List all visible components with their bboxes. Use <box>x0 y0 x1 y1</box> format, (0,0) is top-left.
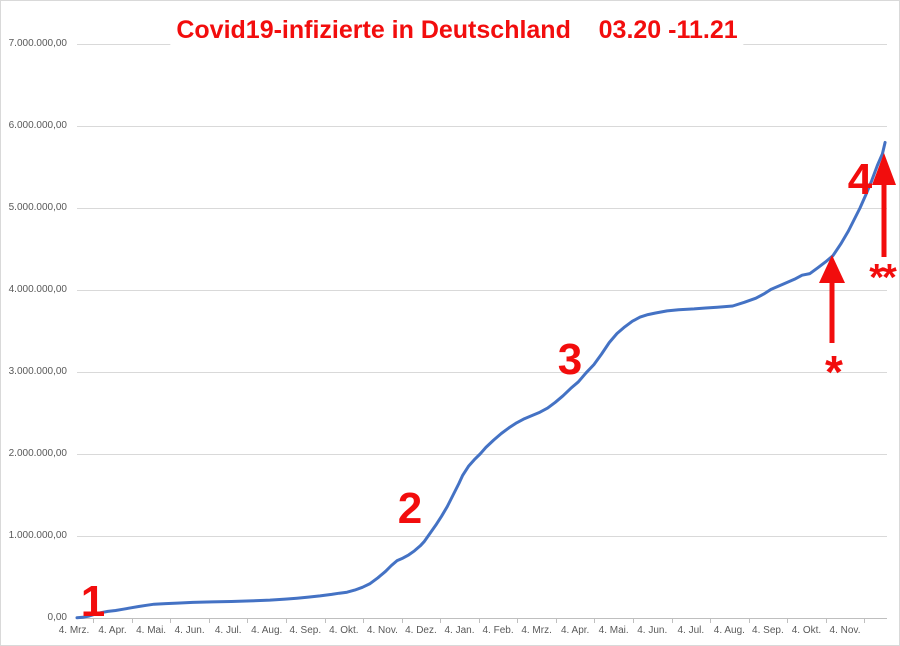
wave-label-4: 4 <box>847 155 873 205</box>
x-axis-label: 4. Jan. <box>444 625 475 636</box>
x-axis-tick <box>825 619 827 623</box>
y-axis-label: 2.000.000,00 <box>8 448 67 459</box>
x-axis-tick <box>787 619 789 623</box>
x-axis-tick <box>286 619 288 623</box>
y-gridline <box>77 44 887 45</box>
x-axis-tick <box>401 619 403 623</box>
y-axis-label: 6.000.000,00 <box>8 120 67 131</box>
single-asterisk-note: * <box>825 345 843 398</box>
wave-label-3: 3 <box>557 335 583 385</box>
x-axis-label: 4. Apr. <box>560 625 590 636</box>
arrow-wave4-onset <box>819 255 845 343</box>
x-axis-label: 4. Jul. <box>214 625 242 636</box>
y-gridline <box>77 454 887 455</box>
x-axis-label: 4. Mai. <box>136 625 167 636</box>
x-axis-tick <box>478 619 480 623</box>
y-axis-label: 1.000.000,00 <box>8 530 67 541</box>
x-axis-tick <box>594 619 596 623</box>
x-axis-label: 4. Jul. <box>677 625 705 636</box>
x-axis-label: 4. Mrz. <box>58 625 90 636</box>
y-gridline <box>77 536 887 537</box>
x-axis-tick <box>170 619 172 623</box>
x-axis-label: 4. Mai. <box>598 625 629 636</box>
y-axis-label: 3.000.000,00 <box>8 366 67 377</box>
x-axis-tick <box>208 619 210 623</box>
x-axis-tick <box>710 619 712 623</box>
arrow-curve-end <box>872 153 896 257</box>
x-axis-tick <box>131 619 133 623</box>
x-axis-tick <box>632 619 634 623</box>
x-axis-label: 4. Aug. <box>251 625 283 636</box>
x-axis-tick <box>440 619 442 623</box>
x-axis-label: 4. Apr. <box>98 625 127 636</box>
x-axis-tick <box>517 619 519 623</box>
x-axis-label: 4. Aug. <box>713 625 745 636</box>
x-axis-label: 4. Nov. <box>829 625 861 636</box>
x-axis-line <box>77 618 887 619</box>
x-axis-label: 4. Sep. <box>289 625 322 636</box>
x-axis-tick <box>324 619 326 623</box>
y-axis-label: 4.000.000,00 <box>8 284 67 295</box>
y-gridline <box>77 208 887 209</box>
infection-curve <box>75 140 887 620</box>
x-axis-tick <box>671 619 673 623</box>
x-axis-tick <box>93 619 95 623</box>
x-axis-label: 4. Okt. <box>791 625 822 636</box>
x-axis-tick <box>363 619 365 623</box>
x-axis-tick <box>247 619 249 623</box>
x-axis-label: 4. Jun. <box>174 625 205 636</box>
y-axis-label: 7.000.000,00 <box>8 38 67 49</box>
x-axis-label: 4. Okt. <box>329 625 359 636</box>
x-axis-label: 4. Sep. <box>752 625 784 636</box>
x-axis-label: 4. Nov. <box>366 625 398 636</box>
double-asterisk-note: ** <box>869 257 897 300</box>
y-axis-label: 5.000.000,00 <box>8 202 67 213</box>
chart-title: Covid19-infizierte in Deutschland 03.20 … <box>170 16 744 45</box>
wave-label-1: 1 <box>80 577 106 627</box>
y-gridline <box>77 290 887 291</box>
wave-label-2: 2 <box>397 484 423 534</box>
x-axis-tick <box>748 619 750 623</box>
x-axis-tick <box>864 619 866 623</box>
y-axis-label: 0,00 <box>47 612 67 623</box>
x-axis-label: 4. Mrz. <box>521 625 552 636</box>
x-axis-label: 4. Feb. <box>482 625 514 636</box>
y-gridline <box>77 372 887 373</box>
x-axis-label: 4. Dez. <box>405 625 437 636</box>
x-axis-label: 4. Jun. <box>637 625 668 636</box>
x-axis-tick <box>555 619 557 623</box>
y-gridline <box>77 126 887 127</box>
